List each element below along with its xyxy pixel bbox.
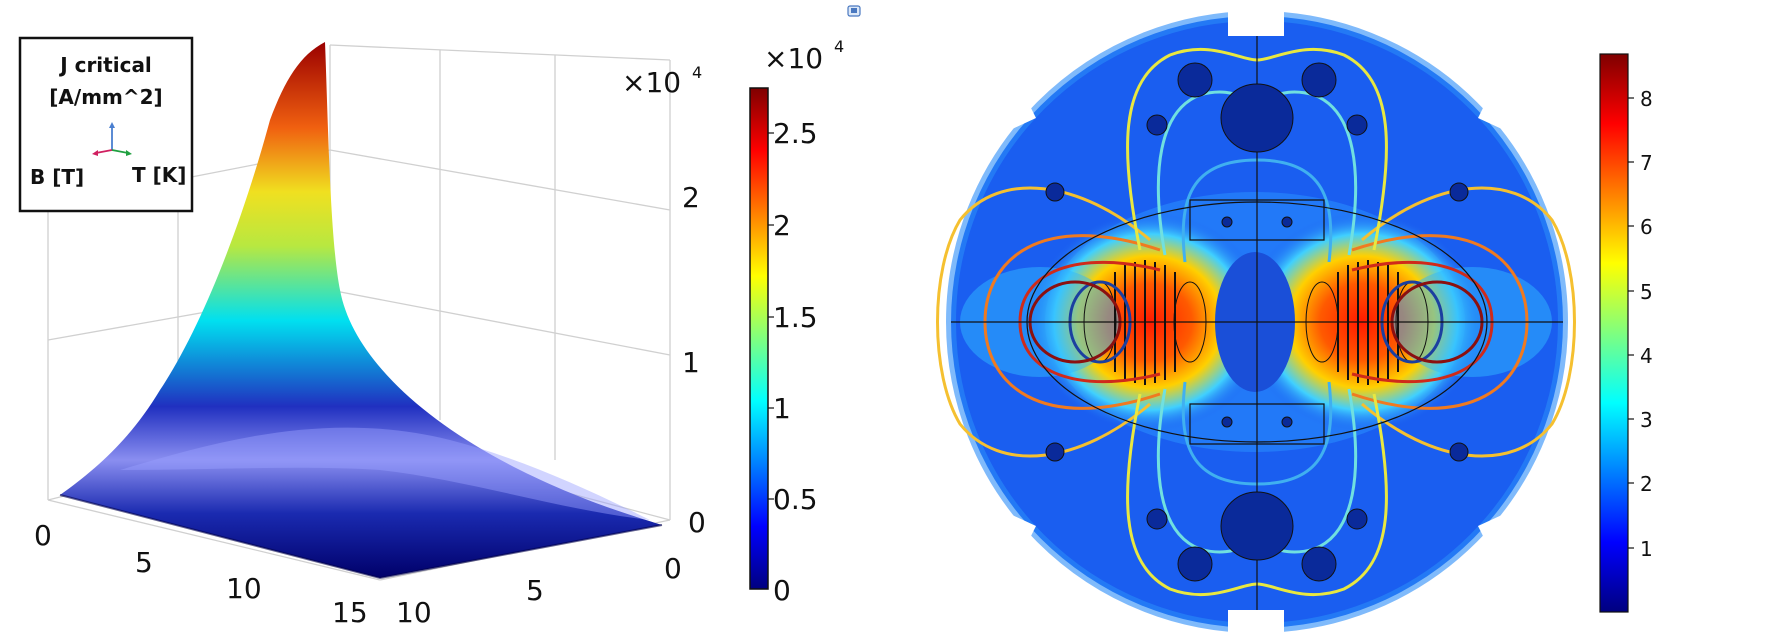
legend-b-axis-label: B [T] [30,165,84,189]
left-colorbar: ×10 4 2.5 2 1.5 1 0.5 0 [749,37,844,607]
axis-triad-icon [92,122,132,156]
b-tick-label: 10 [226,572,262,605]
right-colorbar-tick-label: 2 [1640,472,1653,496]
right-colorbar-tick-label: 8 [1640,87,1653,111]
left-colorbar-tick-label: 1.5 [773,301,818,334]
z-tick-label: 0 [688,506,706,539]
window-control-icon[interactable] [847,5,861,17]
critical-current-surface [60,42,662,578]
axis-legend-box: J critical [A/mm^2] B [T] T [K] [18,36,194,213]
left-colorbar-gradient [749,87,769,590]
t-tick-label: 10 [396,596,432,629]
z-tick-label: 1 [682,346,700,379]
b-tick-label: 0 [34,519,52,552]
magnet-cross-section [932,10,1582,636]
left-colorbar-tick-label: 1 [773,392,791,425]
right-colorbar-tick-label: 1 [1640,537,1653,561]
right-colorbar-gradient [1599,53,1629,613]
b-tick-label: 15 [332,596,368,629]
right-colorbar-tick-label: 3 [1640,408,1653,432]
right-colorbar: 8 7 6 5 4 3 2 1 [1599,53,1653,613]
z-axis-multiplier-exponent: 4 [692,63,702,82]
left-colorbar-multiplier: ×10 [764,42,823,75]
surface-front-edge [59,494,663,580]
right-colorbar-tick-label: 6 [1640,215,1653,239]
surface-highlight [120,427,650,520]
legend-title-line1: J critical [58,53,152,77]
left-colorbar-multiplier-exponent: 4 [834,37,844,56]
left-colorbar-tick-label: 0.5 [773,483,818,516]
right-colorbar-tick-label: 7 [1640,151,1653,175]
left-colorbar-tick-label: 2 [773,209,791,242]
legend-title-line2: [A/mm^2] [49,85,162,109]
left-colorbar-tickmarks [768,132,774,500]
t-tick-label: 0 [664,552,682,585]
right-colorbar-tick-label: 5 [1640,280,1653,304]
z-axis-multiplier: ×10 [622,66,681,99]
yoke-holes [1045,62,1469,582]
z-tick-label: 2 [682,181,700,214]
legend-t-axis-label: T [K] [132,163,186,187]
right-colorbar-tickmarks [1628,97,1634,549]
b-tick-label: 5 [135,546,153,579]
t-tick-label: 5 [526,574,544,607]
surface-plot: ×10 4 2 1 0 0 5 10 15 10 5 0 [34,42,706,629]
right-colorbar-tick-label: 4 [1640,344,1653,368]
left-colorbar-tick-label: 0 [773,574,791,607]
left-colorbar-tick-label: 2.5 [773,117,818,150]
